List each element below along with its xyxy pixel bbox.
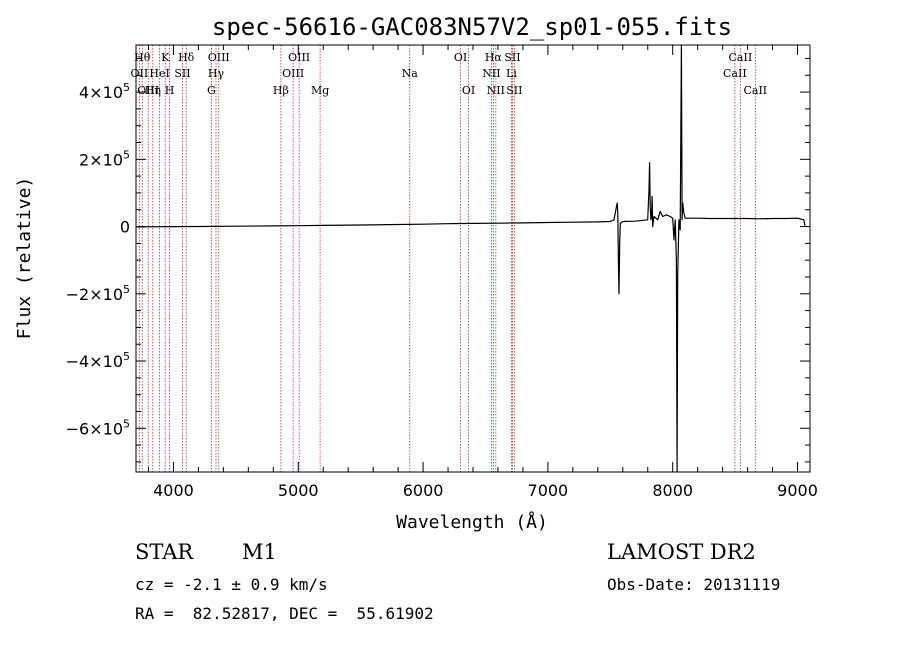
line-label-20: Hα — [485, 51, 503, 64]
line-label-13: OIII — [282, 67, 304, 80]
object-subclass: M1 — [242, 540, 277, 564]
line-label-15: Mg — [311, 84, 329, 97]
line-label-24: SII — [506, 84, 522, 97]
x-tick-label: 9000 — [777, 481, 818, 500]
x-tick-label: 7000 — [528, 481, 569, 500]
line-label-9: G — [207, 84, 216, 97]
spectrum-series — [135, 44, 806, 473]
plot-frame — [135, 44, 811, 473]
line-label-16: Na — [402, 67, 419, 80]
sky-coordinates: RA = 82.52817, DEC = 55.61902 — [135, 604, 434, 623]
spectral-line-markers — [138, 45, 756, 472]
line-label-6: H — [165, 84, 175, 97]
line-label-12: Hβ — [273, 84, 289, 97]
y-axis-label: Flux (relative) — [14, 177, 35, 340]
redshift-velocity: cz = -2.1 ± 0.9 km/s — [135, 575, 328, 594]
line-label-17: OI — [454, 51, 467, 64]
x-tick-label: 6000 — [403, 481, 444, 500]
line-label-14: OIII — [288, 51, 310, 64]
x-axis-ticks: 4000 5000 6000 7000 8000 9000 — [147, 45, 818, 500]
line-label-27: CaII — [743, 84, 767, 97]
line-label-0: Hθ — [134, 51, 151, 64]
survey-name: LAMOST DR2 — [607, 540, 756, 564]
line-label-3: Hη — [145, 84, 161, 97]
observation-date: Obs-Date: 20131119 — [607, 575, 781, 594]
y-tick-label: 4×105 — [79, 81, 130, 102]
line-label-22: Li — [506, 67, 517, 80]
y-axis-ticks: −6×105 −4×105 −2×105 0 2×105 4×105 — [66, 57, 810, 463]
y-tick-label: −6×105 — [66, 417, 130, 438]
y-tick-label: 2×105 — [79, 148, 130, 169]
line-label-10: Hγ — [208, 67, 225, 80]
y-tick-label: 0 — [120, 218, 130, 237]
line-label-5: K — [161, 51, 170, 64]
y-tick-label: −2×105 — [66, 283, 130, 304]
x-tick-label: 8000 — [652, 481, 693, 500]
x-tick-label: 4000 — [153, 481, 194, 500]
line-label-18: OI — [462, 84, 475, 97]
x-tick-label: 5000 — [278, 481, 319, 500]
x-axis-label: Wavelength (Å) — [396, 511, 548, 533]
line-label-21: NII — [487, 84, 505, 97]
spectrum-line-0 — [135, 44, 806, 473]
line-label-8: Hδ — [178, 51, 195, 64]
line-label-2: OIII — [137, 84, 159, 97]
line-label-25: CaII — [723, 67, 747, 80]
line-label-1: OII — [131, 67, 149, 80]
line-label-11: OIII — [208, 51, 230, 64]
line-label-19: NII — [482, 67, 500, 80]
line-label-26: CaII — [729, 51, 753, 64]
spectral-line-labels: HθOIIOIIIHηHeIKHSIIHδGHγOIIIHβOIIIOIIIMg… — [131, 51, 768, 97]
y-tick-label: −4×105 — [66, 350, 130, 371]
line-label-4: HeI — [149, 67, 169, 80]
chart-title: spec-56616-GAC083N57V2_sp01-055.fits — [212, 13, 732, 41]
line-label-23: SII — [504, 51, 520, 64]
line-label-7: SII — [174, 67, 190, 80]
object-class: STAR — [135, 540, 194, 564]
